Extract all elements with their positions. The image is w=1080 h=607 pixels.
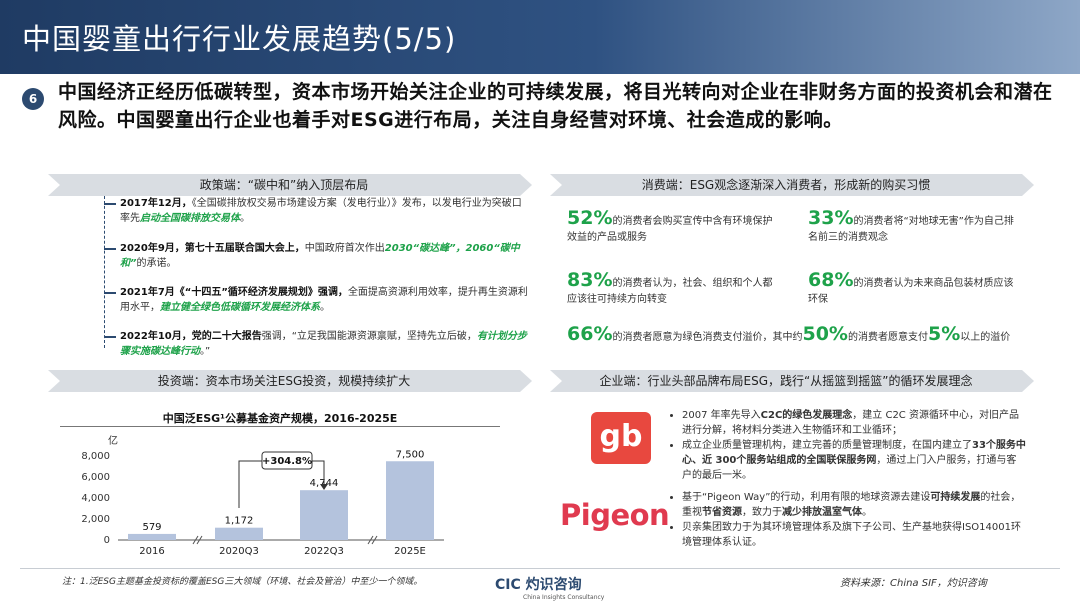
x-tick-label: 2020Q3 [219, 546, 259, 557]
pigeon-item-2: 贝亲集团致力于为其环境管理体系及旗下子公司、生产基地获得ISO14001环境管理… [682, 520, 1026, 550]
consumer-heading: 消费端：ESG观念逐渐深入消费者，形成新的购买习惯 [550, 174, 1034, 196]
x-tick-label: 2025E [394, 546, 426, 557]
policy-timeline-line [104, 196, 105, 348]
policy-item-2020: 2020年9月，第七十五届联合国大会上，中国政府首次作出2030“碳达峰”，20… [120, 243, 520, 269]
timeline-tick [104, 292, 116, 294]
consumer-stat-83: 83%的消费者认为，社会、组织和个人都应该往可持续方向转变 [567, 269, 773, 306]
y-tick-label: 4,000 [81, 493, 110, 504]
gb-item-1: 2007 年率先导入C2C的绿色发展理念，建立 C2C 资源循环中心，对旧产品进… [682, 408, 1026, 438]
bar-value-label: 579 [142, 522, 161, 533]
pigeon-item-1: 基于“Pigeon Way”的行动，利用有限的地球资源去建设可持续发展的社会，重… [682, 490, 1026, 520]
timeline-tick [104, 336, 116, 338]
consumer-stat-33: 33%的消费者将“对地球无害”作为自己排名前三的消费观念 [808, 207, 1014, 244]
consumer-stat-68: 68%的消费者认为未来商品包装材质应该环保 [808, 269, 1014, 306]
pigeon-logo: Pigeon [560, 498, 670, 532]
enterprise-heading: 企业端：行业头部品牌布局ESG，践行“从摇篮到摇篮”的循环发展理念 [550, 370, 1034, 392]
growth-callout: +304.8% [238, 451, 328, 508]
policy-heading: 政策端：“碳中和”纳入顶层布局 [48, 174, 532, 196]
growth-label: +304.8% [262, 456, 312, 467]
bar-2022Q3 [300, 490, 348, 540]
source-note: 资料来源：China SIF，灼识咨询 [840, 578, 987, 589]
footnote: 注：1.泛ESG主题基金投资标的覆盖ESG三大领域（环境、社会及管治）中至少一个… [62, 577, 423, 587]
x-tick-label: 2022Q3 [304, 546, 344, 557]
intro-text: 中国经济正经历低碳转型，资本市场开始关注企业的可持续发展，将目光转向对企业在非财… [58, 81, 1053, 131]
timeline-tick [104, 203, 116, 205]
y-tick-label: 2,000 [81, 514, 110, 525]
chart-title-rule [60, 426, 500, 427]
bar-2020Q3 [215, 527, 263, 540]
y-tick-label: 8,000 [81, 451, 110, 462]
gb-item-2: 成立企业质量管理机构，建立完善的质量管理制度，在国内建立了33个服务中心、近 3… [682, 438, 1026, 483]
bar-2016 [128, 533, 176, 540]
axis-break-mark [192, 535, 378, 545]
point-number-badge: 6 [22, 88, 44, 110]
x-tick-label: 2016 [139, 546, 164, 557]
title-bar: 中国婴童出行行业发展趋势(5/5) [0, 0, 1080, 74]
investment-heading: 投资端：资本市场关注ESG投资，规模持续扩大 [48, 370, 532, 392]
chart-title: 中国泛ESG¹公募基金资产规模，2016-2025E [162, 412, 398, 425]
gb-description: 2007 年率先导入C2C的绿色发展理念，建立 C2C 资源循环中心，对旧产品进… [668, 408, 1026, 483]
page-title: 中国婴童出行行业发展趋势(5/5) [22, 22, 457, 56]
bar-2025E [386, 461, 434, 540]
cic-logo: CIC 灼识咨询 China Insights Consultancy [495, 577, 605, 601]
gb-logo: gb [591, 412, 651, 464]
consumer-stat-52: 52%的消费者会购买宣传中含有环境保护效益的产品或服务 [567, 207, 773, 244]
footer-divider [20, 568, 1060, 569]
policy-item-2017: 2017年12月，《全国碳排放权交易市场建设方案（发电行业）》发布，以发电行业为… [120, 198, 522, 224]
chart-y-label: 亿 [108, 434, 118, 447]
bar-value-label: 1,172 [225, 516, 254, 527]
pigeon-description: 基于“Pigeon Way”的行动，利用有限的地球资源去建设可持续发展的社会，重… [668, 490, 1026, 550]
y-tick-label: 0 [104, 535, 110, 546]
timeline-tick [104, 248, 116, 250]
policy-item-2021: 2021年7月《“十四五”循环经济发展规划》强调，全面提高资源利用效率，提升再生… [120, 287, 528, 313]
y-tick-label: 6,000 [81, 472, 110, 483]
policy-item-2022: 2022年10月，党的二十大报告强调，“立足我国能源资源禀赋，坚持先立后破，有计… [120, 331, 527, 357]
consumer-stat-66: 66%的消费者愿意为绿色消费支付溢价，其中约50%的消费者愿意支付5%以上的溢价 [567, 323, 1011, 345]
bar-value-label: 7,500 [396, 449, 425, 460]
